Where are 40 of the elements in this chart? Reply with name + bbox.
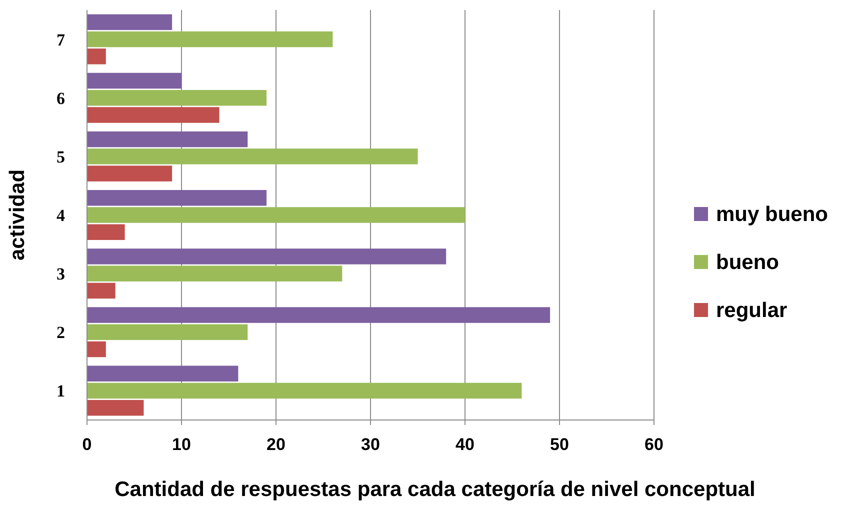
legend-label: muy bueno: [716, 203, 828, 226]
y-tick-label: 6: [56, 88, 65, 108]
bar: [87, 48, 106, 64]
bar: [87, 131, 248, 148]
bar: [87, 31, 333, 48]
x-tick-label: 30: [361, 435, 380, 454]
y-axis-title: actividad: [6, 169, 29, 261]
bar: [87, 282, 116, 299]
bar: [87, 207, 465, 223]
x-tick-label: 10: [172, 435, 191, 454]
bar: [87, 14, 172, 30]
x-tick-label: 0: [82, 435, 92, 454]
legend-label: regular: [716, 299, 788, 322]
bar: [87, 324, 248, 340]
bar: [87, 224, 125, 240]
bar: [87, 341, 106, 358]
x-tick-label: 20: [266, 435, 286, 454]
x-tick-label: 60: [644, 435, 664, 454]
bar: [87, 148, 418, 164]
y-tick-label: 5: [56, 147, 65, 166]
bar: [87, 248, 446, 264]
bar: [87, 166, 172, 182]
y-tick-label: 3: [56, 264, 65, 284]
bar: [87, 72, 182, 89]
bar: [87, 190, 267, 206]
bar: [87, 307, 550, 323]
bar: [87, 400, 144, 416]
y-tick-label: 1: [56, 382, 65, 401]
bar: [87, 382, 522, 399]
bar: [87, 107, 220, 123]
bar: [87, 90, 267, 106]
bar: [87, 366, 238, 382]
y-tick-label: 2: [56, 323, 65, 342]
y-tick-label: 7: [56, 30, 66, 50]
legend-label: bueno: [716, 251, 779, 274]
x-tick-label: 50: [550, 435, 569, 454]
bar: [87, 266, 342, 282]
x-tick-label: 40: [456, 435, 474, 454]
x-axis-title: Cantidad de respuestas para cada categoría de nivel conceptual: [114, 478, 756, 501]
y-tick-label: 4: [56, 206, 66, 225]
